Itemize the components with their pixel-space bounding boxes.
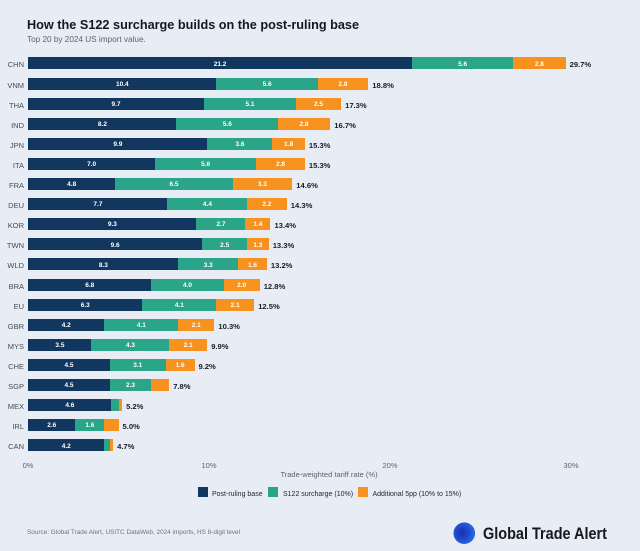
svg-text:Global Trade Alert: Global Trade Alert bbox=[483, 524, 607, 543]
